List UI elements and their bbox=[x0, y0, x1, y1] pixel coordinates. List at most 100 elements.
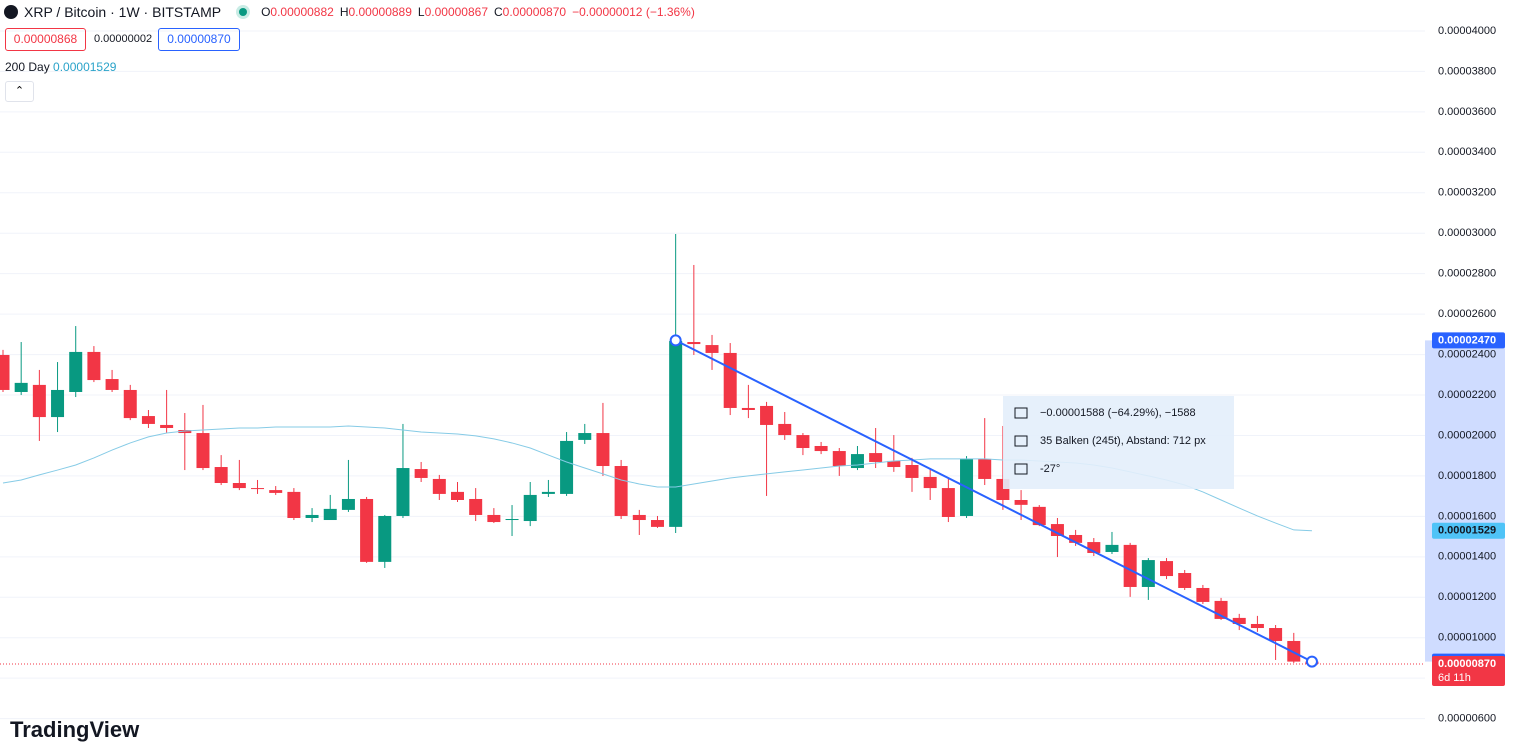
y-tick-label: 0.00003400 bbox=[1438, 146, 1496, 158]
y-tick-label: 0.00001000 bbox=[1438, 632, 1496, 644]
ohlc-value: 0.00000870 bbox=[502, 5, 567, 19]
y-tick-label: 0.00002000 bbox=[1438, 429, 1496, 441]
price-countdown: 6d 11h bbox=[1438, 672, 1471, 684]
candle-body bbox=[723, 352, 737, 408]
symbol[interactable]: XRP / Bitcoin · 1W · BITSTAMP bbox=[24, 4, 222, 20]
price-label-box bbox=[1432, 522, 1505, 539]
ma-value: 0.00001529 bbox=[53, 60, 117, 74]
candle-body bbox=[1250, 623, 1264, 629]
candle-body bbox=[869, 453, 883, 462]
candle-body bbox=[323, 508, 337, 521]
candle-body bbox=[978, 458, 992, 479]
candle-body bbox=[1105, 544, 1119, 552]
candle-body bbox=[69, 351, 83, 392]
candle-body bbox=[141, 416, 155, 424]
candle-body bbox=[523, 494, 537, 522]
y-tick-label: 0.00001400 bbox=[1438, 551, 1496, 563]
measure-tooltip bbox=[1003, 396, 1234, 489]
candle-body bbox=[796, 435, 810, 449]
y-tick-label: 0.00004000 bbox=[1438, 25, 1496, 37]
candle-body bbox=[1232, 617, 1246, 624]
candle-body bbox=[1032, 506, 1046, 526]
candle-body bbox=[560, 440, 574, 494]
candle-body bbox=[887, 460, 901, 468]
candle-body bbox=[1069, 534, 1083, 543]
status-dot bbox=[239, 8, 248, 16]
change: −0.00000012 (−1.36%) bbox=[572, 5, 695, 19]
candle-body bbox=[14, 382, 28, 392]
candle-body bbox=[1287, 640, 1301, 662]
buy-button[interactable]: 0.00000870 bbox=[158, 28, 240, 51]
candle-body bbox=[614, 466, 628, 516]
candle-body bbox=[432, 478, 446, 494]
candle-body bbox=[487, 514, 501, 523]
price-label-box bbox=[1432, 332, 1505, 349]
candle-body bbox=[396, 468, 410, 516]
tooltip-line: -27° bbox=[1040, 463, 1060, 475]
y-tick-label: 0.00001200 bbox=[1438, 591, 1496, 603]
candle-body bbox=[650, 520, 664, 527]
y-tick-label: 0.00001800 bbox=[1438, 470, 1496, 482]
candle-body bbox=[632, 514, 646, 521]
brand: TradingView bbox=[10, 717, 140, 742]
y-tick-label: 0.00003800 bbox=[1438, 65, 1496, 77]
price-label: 0.00000870 bbox=[1438, 658, 1496, 670]
candle-body bbox=[941, 488, 955, 517]
candle-body bbox=[51, 389, 65, 418]
candle-body bbox=[1269, 628, 1283, 641]
candle-body bbox=[1178, 573, 1192, 588]
candle-body bbox=[287, 491, 301, 518]
candle-body bbox=[178, 430, 192, 434]
candle-body bbox=[305, 514, 319, 518]
ohlc-key: C bbox=[494, 5, 503, 19]
ohlc: O0.00000882 H0.00000889 L0.00000867 C0.0000… bbox=[261, 5, 566, 19]
candle-body bbox=[1196, 587, 1210, 602]
symbol-icon bbox=[4, 5, 18, 19]
candle-body bbox=[778, 423, 792, 436]
candle-body bbox=[451, 491, 464, 500]
candle-body bbox=[850, 454, 864, 469]
y-tick-label: 0.00002600 bbox=[1438, 308, 1496, 320]
y-tick-label: 0.00003600 bbox=[1438, 106, 1496, 118]
candle-body bbox=[1087, 542, 1101, 553]
y-tick-label: 0.00002200 bbox=[1438, 389, 1496, 401]
sell-button[interactable]: 0.00000868 bbox=[5, 28, 86, 51]
measure-handle bbox=[1305, 655, 1318, 668]
candle-body bbox=[87, 351, 101, 381]
candle-body bbox=[687, 342, 701, 345]
candle-body bbox=[0, 354, 10, 390]
y-tick-label: 0.00003200 bbox=[1438, 187, 1496, 199]
tooltip-icon bbox=[1014, 407, 1028, 419]
candle-body bbox=[32, 384, 46, 418]
candle-body bbox=[669, 341, 683, 527]
collapse-button[interactable]: ⌃ bbox=[5, 81, 34, 102]
ohlc-value: 0.00000889 bbox=[348, 5, 412, 19]
ohlc-value: 0.00000867 bbox=[424, 5, 488, 19]
y-tick-label: 0.00000600 bbox=[1438, 713, 1496, 725]
ohlc-key: O bbox=[261, 5, 271, 19]
candle-body bbox=[105, 379, 119, 390]
measure-line bbox=[675, 339, 1313, 663]
candle-body bbox=[1141, 560, 1155, 587]
ma-legend: 200 Day 0.00001529 bbox=[5, 60, 116, 74]
tooltip-icon bbox=[1014, 463, 1028, 475]
candle-body bbox=[832, 451, 846, 467]
y-tick-label: 0.00001600 bbox=[1438, 510, 1496, 522]
price-label-box bbox=[1432, 656, 1505, 687]
ohlc-key: H bbox=[339, 5, 349, 19]
y-tick-label: 0.00002400 bbox=[1438, 348, 1496, 360]
candle-body bbox=[251, 488, 265, 490]
tooltip-line: 35 Balken (245t), Abstand: 712 px bbox=[1040, 435, 1206, 447]
candle-body bbox=[360, 498, 374, 562]
tooltip-line: −0.00001588 (−64.29%), −1588 bbox=[1040, 407, 1196, 419]
spread: 0.00000002 bbox=[94, 33, 153, 45]
candle-body bbox=[760, 405, 774, 425]
candle-body bbox=[923, 476, 937, 489]
candle-body bbox=[123, 389, 137, 419]
ohlc-key: L bbox=[417, 5, 425, 19]
candle-body bbox=[1160, 561, 1174, 577]
measure-handle bbox=[669, 334, 682, 347]
candle-body bbox=[160, 424, 174, 428]
